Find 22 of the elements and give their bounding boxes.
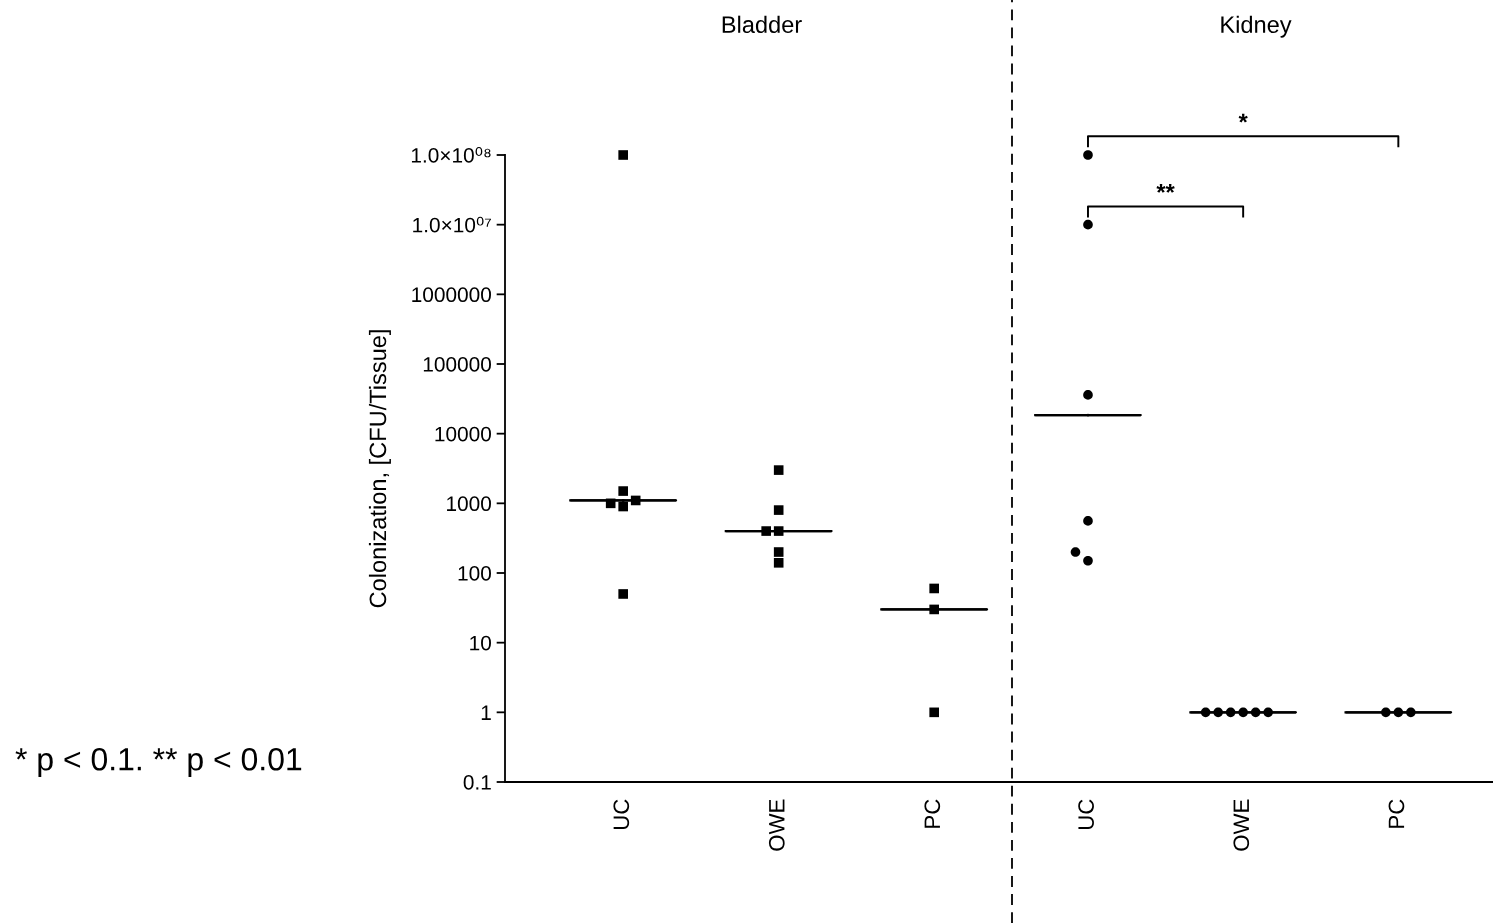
x-tick-label: OWE xyxy=(1233,799,1250,851)
y-tick-label: 100000 xyxy=(423,357,491,372)
y-tick-label: 1000000 xyxy=(412,287,491,303)
y-axis-title: Colonization, [CFU/Tissue] xyxy=(368,330,391,608)
y-tick-label: 0.1 xyxy=(463,775,491,790)
annotation: ** xyxy=(1156,184,1175,193)
y-tick-label: 100 xyxy=(458,566,491,581)
y-tick-label: 1 xyxy=(481,705,491,720)
chart-title: Kidney xyxy=(1221,15,1292,38)
x-tick-label: UC xyxy=(1078,799,1094,830)
y-tick-label: 1000 xyxy=(447,496,491,512)
y-tick-label: 10 xyxy=(470,635,491,651)
y-tick-label: 1.0×10⁰⁸ xyxy=(411,147,491,163)
x-tick-label: OWE xyxy=(768,799,785,851)
x-tick-label: PC xyxy=(1388,799,1405,828)
x-tick-label: PC xyxy=(924,799,941,828)
y-tick-label: 1.0×10⁰⁷ xyxy=(413,216,491,233)
chart-title: Bladder xyxy=(722,15,802,34)
text: * p < 0.1. ** p < 0.01 xyxy=(15,747,302,777)
x-tick-label: UC xyxy=(613,799,630,830)
text: * xyxy=(1238,113,1248,123)
y-tick-label: 10000 xyxy=(435,426,491,442)
